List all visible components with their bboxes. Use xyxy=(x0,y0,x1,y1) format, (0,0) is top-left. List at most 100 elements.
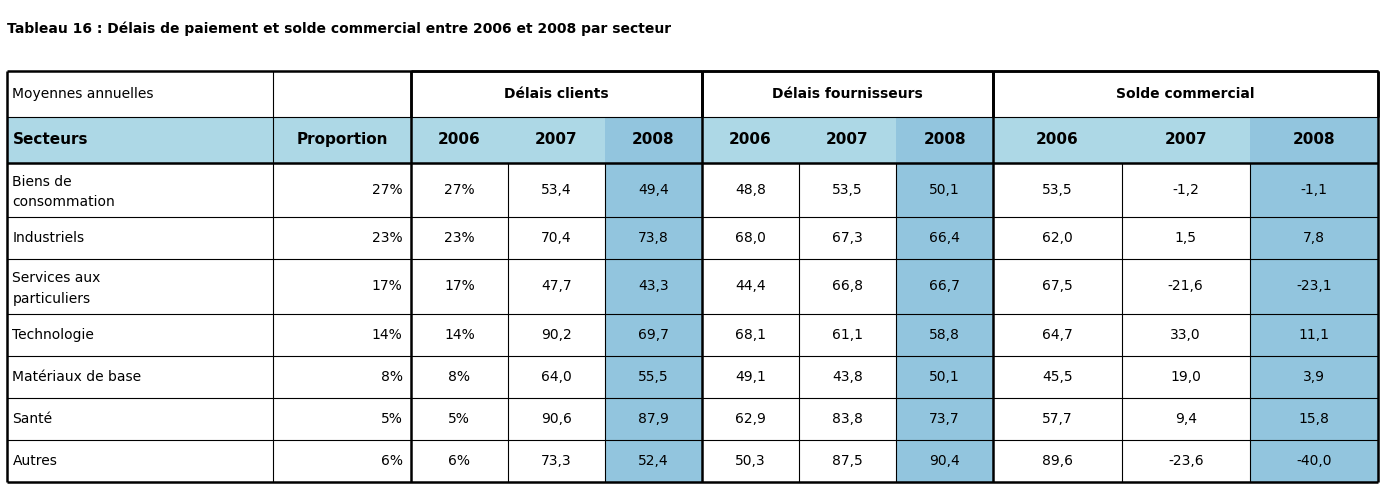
Text: 2008: 2008 xyxy=(1293,132,1335,148)
Text: 17%: 17% xyxy=(443,280,475,293)
Bar xyxy=(7,163,1378,217)
Text: Secteurs: Secteurs xyxy=(12,132,88,148)
Text: 52,4: 52,4 xyxy=(638,454,668,468)
Text: -21,6: -21,6 xyxy=(1168,280,1204,293)
Bar xyxy=(7,71,1378,117)
Text: 33,0: 33,0 xyxy=(1170,328,1201,341)
Text: 5%: 5% xyxy=(381,412,402,426)
Bar xyxy=(410,71,702,117)
Bar xyxy=(7,117,1378,163)
Text: 53,5: 53,5 xyxy=(833,183,863,197)
Bar xyxy=(1250,314,1378,356)
Bar xyxy=(896,440,993,482)
Text: 23%: 23% xyxy=(371,231,402,245)
Text: 73,7: 73,7 xyxy=(929,412,960,426)
Text: 47,7: 47,7 xyxy=(541,280,572,293)
Text: 17%: 17% xyxy=(371,280,402,293)
Text: 2007: 2007 xyxy=(826,132,869,148)
Text: Proportion: Proportion xyxy=(296,132,388,148)
Text: consommation: consommation xyxy=(12,195,115,209)
Text: 53,5: 53,5 xyxy=(1043,183,1073,197)
Text: 57,7: 57,7 xyxy=(1043,412,1073,426)
Text: 2008: 2008 xyxy=(632,132,675,148)
Text: 68,0: 68,0 xyxy=(735,231,766,245)
Text: 50,1: 50,1 xyxy=(929,183,960,197)
Text: 62,0: 62,0 xyxy=(1041,231,1073,245)
Bar xyxy=(605,314,702,356)
Text: Délais fournisseurs: Délais fournisseurs xyxy=(772,87,923,101)
Text: Industriels: Industriels xyxy=(12,231,84,245)
Text: 69,7: 69,7 xyxy=(638,328,668,341)
Text: Services aux: Services aux xyxy=(12,271,101,285)
Text: 2006: 2006 xyxy=(1036,132,1079,148)
Text: 27%: 27% xyxy=(445,183,475,197)
Text: Biens de: Biens de xyxy=(12,175,72,189)
Bar xyxy=(702,71,993,117)
Bar xyxy=(605,356,702,398)
Bar xyxy=(1250,259,1378,314)
Text: 83,8: 83,8 xyxy=(833,412,863,426)
Bar xyxy=(1250,440,1378,482)
Text: -1,1: -1,1 xyxy=(1301,183,1327,197)
Text: 90,6: 90,6 xyxy=(541,412,572,426)
Text: 2007: 2007 xyxy=(1164,132,1207,148)
Text: 15,8: 15,8 xyxy=(1298,412,1330,426)
Bar xyxy=(7,356,1378,398)
Text: Solde commercial: Solde commercial xyxy=(1116,87,1255,101)
Bar xyxy=(896,217,993,259)
Bar xyxy=(1250,117,1378,163)
Text: 68,1: 68,1 xyxy=(735,328,766,341)
Bar xyxy=(605,398,702,440)
Text: Autres: Autres xyxy=(12,454,57,468)
Text: 66,8: 66,8 xyxy=(831,280,863,293)
Bar xyxy=(410,117,508,163)
Bar xyxy=(7,398,1378,440)
Text: 44,4: 44,4 xyxy=(735,280,766,293)
Text: 50,1: 50,1 xyxy=(929,370,960,384)
Text: 61,1: 61,1 xyxy=(831,328,863,341)
Text: 2006: 2006 xyxy=(438,132,481,148)
Bar xyxy=(7,314,1378,356)
Text: 14%: 14% xyxy=(371,328,402,341)
Text: -23,6: -23,6 xyxy=(1168,454,1203,468)
Text: -40,0: -40,0 xyxy=(1297,454,1331,468)
Bar xyxy=(605,117,702,163)
Text: 67,3: 67,3 xyxy=(833,231,863,245)
Bar xyxy=(605,259,702,314)
Text: 43,3: 43,3 xyxy=(638,280,668,293)
Bar xyxy=(993,117,1121,163)
Text: particuliers: particuliers xyxy=(12,292,91,306)
Text: 64,0: 64,0 xyxy=(541,370,572,384)
Bar xyxy=(896,314,993,356)
Text: Santé: Santé xyxy=(12,412,52,426)
Text: 14%: 14% xyxy=(443,328,475,341)
Text: 58,8: 58,8 xyxy=(929,328,960,341)
Bar xyxy=(605,163,702,217)
Text: 5%: 5% xyxy=(449,412,471,426)
Text: 50,3: 50,3 xyxy=(735,454,766,468)
Bar xyxy=(993,71,1378,117)
Bar xyxy=(1250,163,1378,217)
Text: 27%: 27% xyxy=(371,183,402,197)
Text: 19,0: 19,0 xyxy=(1170,370,1201,384)
Text: 7,8: 7,8 xyxy=(1304,231,1324,245)
Bar xyxy=(605,440,702,482)
Text: 70,4: 70,4 xyxy=(541,231,572,245)
Text: 2007: 2007 xyxy=(534,132,577,148)
Text: 8%: 8% xyxy=(381,370,402,384)
Text: 90,2: 90,2 xyxy=(541,328,572,341)
Text: 87,5: 87,5 xyxy=(833,454,863,468)
Text: 48,8: 48,8 xyxy=(735,183,766,197)
Text: 23%: 23% xyxy=(445,231,475,245)
Text: 55,5: 55,5 xyxy=(638,370,668,384)
Bar xyxy=(508,117,605,163)
Text: Délais clients: Délais clients xyxy=(504,87,609,101)
Text: 1,5: 1,5 xyxy=(1175,231,1197,245)
Text: 62,9: 62,9 xyxy=(735,412,766,426)
Text: 66,4: 66,4 xyxy=(929,231,960,245)
Text: 6%: 6% xyxy=(449,454,471,468)
Text: 73,8: 73,8 xyxy=(638,231,668,245)
Text: -1,2: -1,2 xyxy=(1172,183,1199,197)
Text: -23,1: -23,1 xyxy=(1297,280,1331,293)
Bar xyxy=(1250,217,1378,259)
